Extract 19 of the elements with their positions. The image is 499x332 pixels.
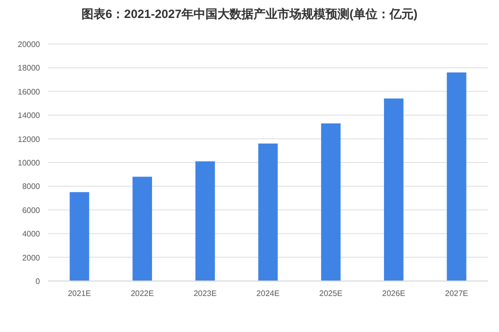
- y-tick-label: 10000: [18, 158, 41, 168]
- x-tick-label: 2021E: [68, 289, 91, 298]
- x-tick-label: 2027E: [445, 289, 468, 298]
- y-tick-label: 20000: [18, 40, 41, 49]
- x-tick-label: 2022E: [130, 289, 154, 298]
- y-tick-label: 8000: [22, 182, 41, 192]
- y-tick-label: 14000: [18, 111, 41, 120]
- x-tick-label: 2026E: [382, 289, 406, 298]
- x-tick-label: 2025E: [319, 289, 342, 298]
- y-tick-label: 2000: [22, 253, 41, 262]
- x-tick-label: 2023E: [194, 289, 217, 298]
- y-tick-label: 4000: [22, 230, 41, 239]
- y-tick-label: 16000: [18, 87, 41, 96]
- x-tick-label: 2024E: [256, 289, 280, 298]
- y-tick-label: 18000: [18, 64, 41, 73]
- chart-title: 图表6：2021-2027年中国大数据产业市场规模预测(单位：亿元): [81, 7, 418, 21]
- y-tick-label: 0: [36, 277, 41, 286]
- y-tick-label: 12000: [18, 134, 41, 144]
- y-tick-label: 6000: [22, 206, 41, 215]
